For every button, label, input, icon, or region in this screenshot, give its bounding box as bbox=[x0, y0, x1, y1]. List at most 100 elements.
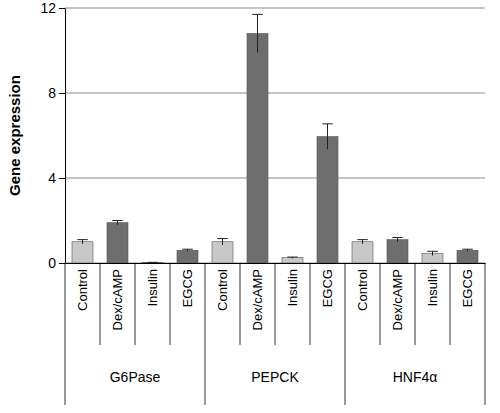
error-bar bbox=[147, 262, 158, 263]
error-cap bbox=[252, 14, 263, 15]
error-bar bbox=[252, 14, 263, 52]
tick: 8 bbox=[48, 85, 65, 101]
tick: Dex/cAMP bbox=[110, 263, 125, 330]
error-cap bbox=[287, 257, 298, 258]
tick: EGCG bbox=[320, 263, 335, 307]
bar bbox=[282, 258, 303, 263]
error-cap bbox=[77, 239, 88, 240]
tick-label: Control bbox=[215, 269, 230, 311]
group-separator bbox=[65, 263, 66, 405]
error-bar bbox=[322, 124, 333, 150]
separators bbox=[65, 263, 485, 405]
bar bbox=[457, 250, 478, 263]
tick-label: 0 bbox=[48, 255, 56, 271]
tick-mark bbox=[59, 263, 65, 264]
error-line bbox=[222, 239, 223, 245]
tick: 12 bbox=[40, 0, 65, 16]
x-axis: Control Dex/cAMP Insulin EGCG Control Dex/cAM… bbox=[66, 263, 486, 330]
group-separator bbox=[485, 263, 486, 405]
error-bar bbox=[392, 238, 403, 242]
category-separator bbox=[170, 263, 171, 345]
tick-label: EGCG bbox=[320, 269, 335, 307]
error-cap bbox=[112, 220, 123, 221]
tick-label: Insulin bbox=[145, 269, 160, 307]
tick: Dex/cAMP bbox=[250, 263, 265, 330]
error-line bbox=[82, 240, 83, 244]
group-separator bbox=[205, 263, 206, 405]
axis-line bbox=[65, 9, 66, 264]
tick: Insulin bbox=[145, 263, 160, 307]
tick-label: Control bbox=[355, 269, 370, 311]
tick-mark bbox=[59, 8, 65, 9]
error-cap bbox=[147, 262, 158, 263]
category-separator bbox=[275, 263, 276, 345]
error-line bbox=[397, 238, 398, 242]
error-cap bbox=[392, 237, 403, 238]
bar bbox=[142, 262, 163, 263]
tick: Control bbox=[215, 263, 230, 311]
category-separator bbox=[240, 263, 241, 345]
error-line bbox=[327, 124, 328, 150]
tick-label: Control bbox=[75, 269, 90, 311]
error-cap bbox=[182, 249, 193, 250]
error-line bbox=[432, 251, 433, 255]
tick-label: EGCG bbox=[460, 269, 475, 307]
group-separator bbox=[345, 263, 346, 405]
tick-label: Dex/cAMP bbox=[390, 269, 405, 330]
error-bar bbox=[112, 221, 123, 225]
category-separator bbox=[135, 263, 136, 345]
group-labels: G6PasePEPCKHNF4α bbox=[110, 369, 438, 385]
error-cap bbox=[427, 251, 438, 252]
tick-label: Insulin bbox=[425, 269, 440, 307]
error-bar bbox=[427, 251, 438, 255]
tick-label: Dex/cAMP bbox=[110, 269, 125, 330]
tick-mark bbox=[59, 178, 65, 179]
tick-mark bbox=[59, 93, 65, 94]
grid bbox=[65, 8, 485, 263]
tick: Control bbox=[75, 263, 90, 311]
tick-label: 12 bbox=[40, 0, 56, 16]
axis-line bbox=[66, 263, 486, 264]
category-separator bbox=[380, 263, 381, 345]
grid-line bbox=[65, 93, 485, 94]
category-separator bbox=[100, 263, 101, 345]
tick: Insulin bbox=[425, 263, 440, 307]
category-separator bbox=[415, 263, 416, 345]
error-line bbox=[117, 221, 118, 225]
tick-label: 8 bbox=[48, 85, 56, 101]
tick-label: EGCG bbox=[180, 269, 195, 307]
category-separator bbox=[450, 263, 451, 345]
y-axis: 0 4 8 12 bbox=[40, 0, 65, 271]
error-bar bbox=[462, 249, 473, 251]
error-cap bbox=[217, 238, 228, 239]
chart: 0 4 8 12 Control Dex/cAMP Insulin EGCG Control De… bbox=[0, 0, 500, 413]
tick-label: Dex/cAMP bbox=[250, 269, 265, 330]
tick-label: 4 bbox=[48, 170, 56, 186]
bar bbox=[247, 34, 268, 264]
error-bar bbox=[77, 240, 88, 244]
error-cap bbox=[357, 239, 368, 240]
bar bbox=[387, 240, 408, 263]
group-label: PEPCK bbox=[251, 369, 299, 385]
error-cap bbox=[462, 249, 473, 250]
bar bbox=[72, 242, 93, 263]
error-bar bbox=[357, 240, 368, 244]
error-cap bbox=[322, 123, 333, 124]
grid-line bbox=[65, 8, 485, 9]
group-label: HNF4α bbox=[393, 369, 438, 385]
tick: Insulin bbox=[285, 263, 300, 307]
error-line bbox=[362, 240, 363, 244]
bar bbox=[107, 223, 128, 263]
tick-label: Insulin bbox=[285, 269, 300, 307]
error-line bbox=[257, 14, 258, 52]
grid-line bbox=[65, 178, 485, 179]
bar bbox=[177, 250, 198, 263]
error-bar bbox=[217, 239, 228, 245]
plot-area bbox=[72, 14, 478, 263]
category-separator bbox=[310, 263, 311, 345]
y-axis-title: Gene expression bbox=[6, 75, 23, 196]
bar bbox=[352, 242, 373, 263]
tick: EGCG bbox=[180, 263, 195, 307]
tick: EGCG bbox=[460, 263, 475, 307]
tick: Control bbox=[355, 263, 370, 311]
